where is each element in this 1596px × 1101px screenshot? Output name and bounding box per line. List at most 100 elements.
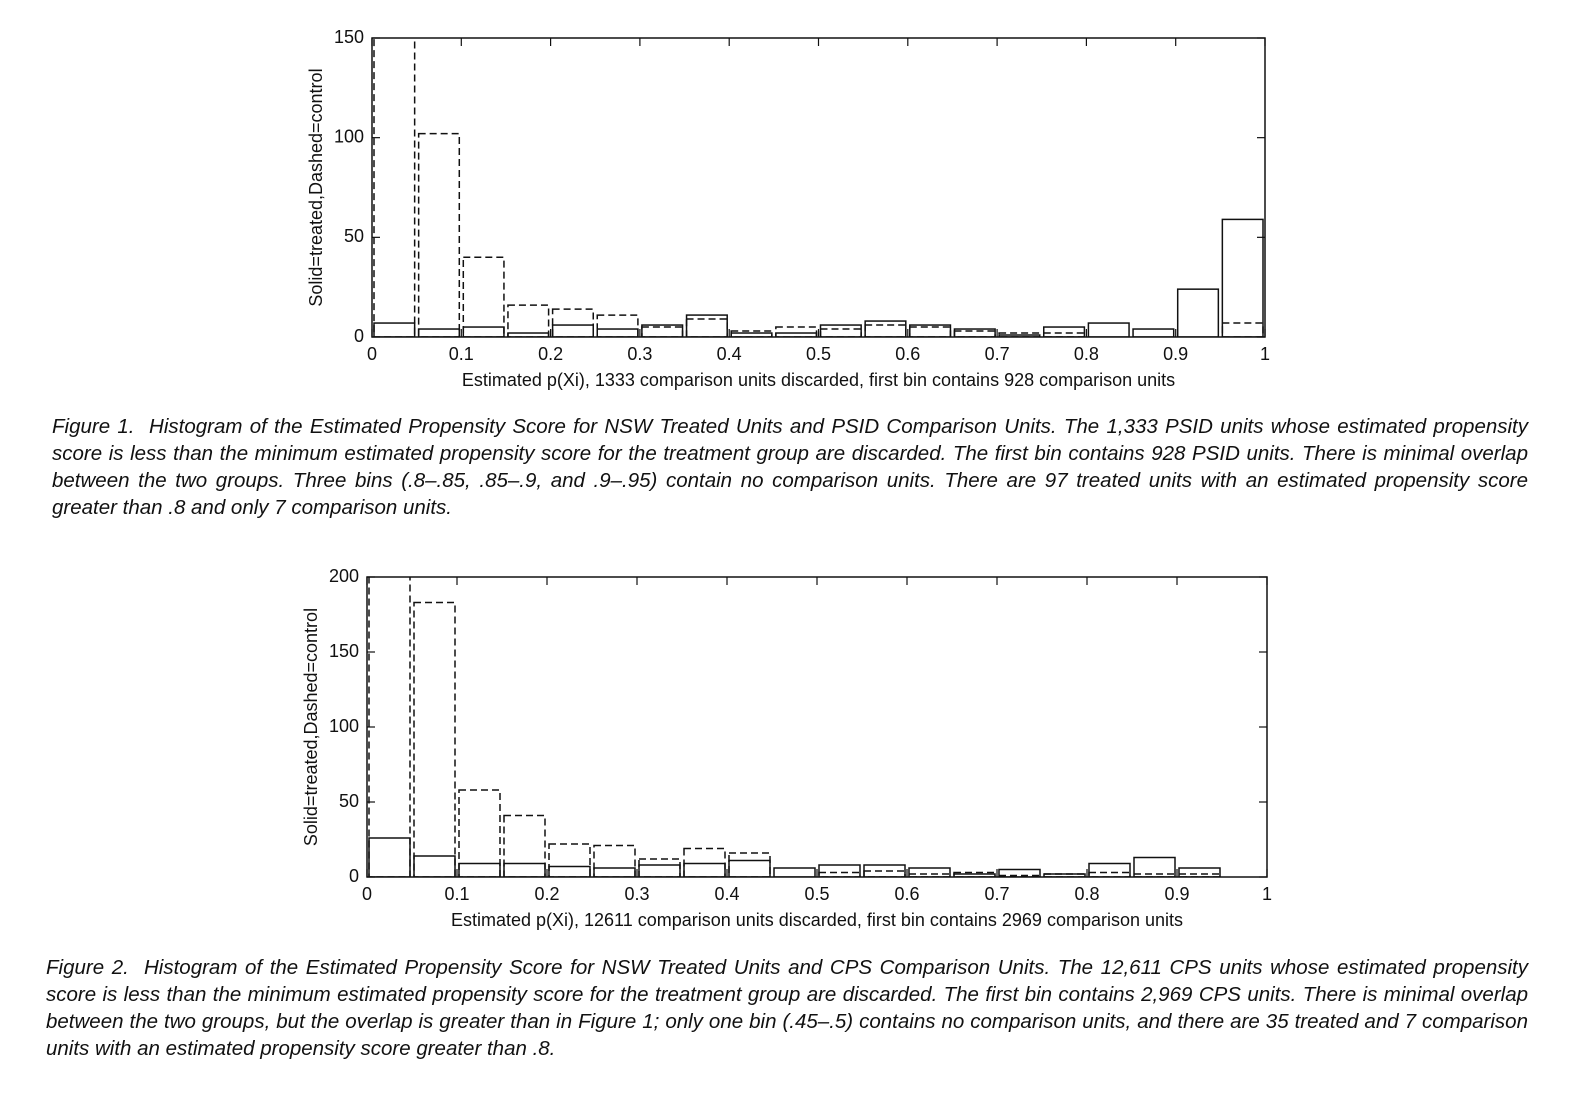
y-tick-label: 0 [354, 326, 364, 346]
plot-area [368, 577, 1221, 877]
histogram-bar [638, 858, 681, 877]
histogram-bar [551, 324, 594, 337]
x-tick-label: 0.5 [804, 884, 829, 904]
caption: Figure 1. Histogram of the Estimated Pro… [52, 415, 1534, 519]
histogram-bar [503, 814, 546, 877]
histogram-bar [1221, 218, 1264, 337]
histogram-bar [819, 328, 862, 337]
y-tick-label: 50 [344, 226, 364, 246]
histogram-bar [1088, 871, 1131, 877]
y-tick-label: 100 [334, 126, 364, 146]
histogram-bar [548, 865, 591, 877]
histogram-bar [909, 326, 952, 337]
x-tick-label: 0.9 [1164, 884, 1189, 904]
histogram-bar [864, 324, 907, 337]
histogram-bar [683, 847, 726, 877]
histogram-bar [863, 870, 906, 877]
histogram-bar [864, 320, 907, 337]
histogram-bar [368, 837, 411, 877]
histogram-bar [462, 256, 505, 337]
y-axis-label: Solid=treated,Dashed=control [301, 608, 321, 846]
x-tick-label: 0.8 [1074, 884, 1099, 904]
histogram-bar [593, 867, 636, 877]
x-tick-label: 1 [1262, 884, 1272, 904]
histogram-bar [462, 326, 505, 337]
histogram-bar [728, 859, 771, 877]
x-tick-label: 0.2 [538, 344, 563, 364]
histogram-bar [730, 330, 773, 337]
histogram-bar [1088, 862, 1131, 877]
histogram-bar [1178, 867, 1221, 877]
histogram-bar [548, 843, 591, 877]
histogram-bar [685, 318, 728, 337]
x-tick-label: 0.4 [714, 884, 739, 904]
x-tick-label: 0.7 [984, 884, 1009, 904]
x-tick-label: 0.3 [624, 884, 649, 904]
histogram-bar [417, 132, 461, 337]
x-tick-label: 0.3 [627, 344, 652, 364]
x-axis-label: Estimated p(Xi), 12611 comparison units … [451, 910, 1183, 930]
x-tick-label: 0 [362, 884, 372, 904]
histogram-bar [1087, 322, 1130, 337]
x-tick-label: 0.6 [895, 344, 920, 364]
histogram-bar [998, 868, 1041, 877]
x-tick-label: 0.1 [444, 884, 469, 904]
histogram-bar [908, 867, 951, 877]
histogram-bar [728, 852, 771, 877]
axes-frame [366, 576, 1268, 878]
histogram-bar [458, 789, 501, 877]
histogram-bar [503, 862, 546, 877]
axes-frame [371, 37, 1266, 338]
histogram-bar [1176, 288, 1220, 337]
x-tick-label: 0.6 [894, 884, 919, 904]
histogram-bar [1043, 873, 1086, 877]
histogram-bar [413, 601, 456, 877]
y-tick-label: 100 [329, 716, 359, 736]
x-tick-label: 0.8 [1074, 344, 1099, 364]
histogram-bar [373, 38, 416, 337]
histogram-bar [1221, 322, 1264, 337]
histogram-bar [593, 844, 636, 877]
histogram-bar [507, 304, 550, 337]
histogram-bar [413, 855, 456, 877]
histogram-bar [953, 330, 996, 337]
histogram-bar [819, 324, 862, 337]
x-tick-label: 0.9 [1163, 344, 1188, 364]
y-tick-label: 150 [334, 27, 364, 47]
histogram-bar [1133, 856, 1176, 877]
histogram-bar [417, 328, 461, 337]
x-tick-label: 1 [1260, 344, 1270, 364]
histogram-bar [596, 314, 639, 337]
caption: Figure 2. Histogram of the Estimated Pro… [46, 956, 1534, 1060]
histogram-bar [1132, 328, 1175, 337]
x-axis-label: Estimated p(Xi), 1333 comparison units d… [462, 370, 1175, 390]
y-axis-label: Solid=treated,Dashed=control [306, 68, 326, 306]
plot-area [373, 38, 1264, 337]
histogram-bar [458, 862, 501, 877]
x-tick-label: 0 [367, 344, 377, 364]
histogram-bar [773, 867, 816, 877]
histogram-bar [818, 864, 861, 877]
histogram-bar [683, 862, 726, 877]
histogram-bar [373, 322, 416, 337]
x-tick-label: 0.7 [985, 344, 1010, 364]
x-tick-label: 0.5 [806, 344, 831, 364]
histogram-bar [775, 326, 818, 337]
histogram-bar [953, 871, 996, 877]
histogram-bar [953, 328, 996, 337]
histogram-bar [551, 308, 594, 337]
y-tick-label: 150 [329, 641, 359, 661]
x-tick-label: 0.2 [534, 884, 559, 904]
histogram-bar [641, 326, 684, 337]
x-tick-label: 0.4 [717, 344, 742, 364]
histogram-bar [1043, 326, 1086, 337]
y-tick-label: 50 [339, 791, 359, 811]
y-tick-label: 0 [349, 866, 359, 886]
histogram-bar [638, 864, 681, 877]
x-tick-label: 0.1 [449, 344, 474, 364]
y-tick-label: 200 [329, 566, 359, 586]
histogram-bar [818, 871, 861, 877]
histogram-bar [596, 328, 639, 337]
